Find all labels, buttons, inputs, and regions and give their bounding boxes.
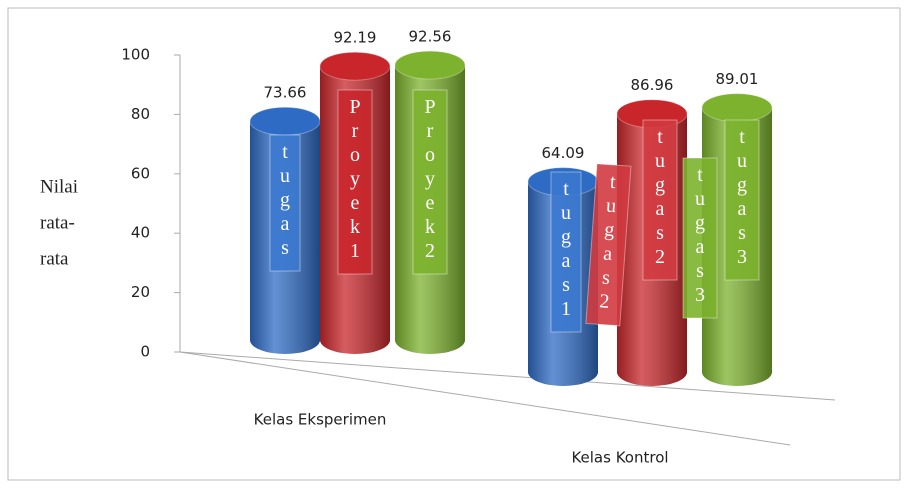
y-axis-label: rata- <box>40 212 75 233</box>
text-box-bg <box>682 157 718 319</box>
text-box-bg <box>724 119 760 281</box>
x-tick-label: Kelas Kontrol <box>571 449 668 467</box>
y-tick-label: 40 <box>131 224 150 242</box>
text-box-bg <box>269 134 301 272</box>
x-tick-label: Kelas Eksperimen <box>254 411 387 429</box>
value-label: 73.66 <box>264 84 307 102</box>
y-tick-label: 80 <box>131 105 150 123</box>
text-box: tugas2 <box>585 163 632 327</box>
y-axis-label: rata <box>40 248 69 269</box>
text-box-bg <box>642 119 678 281</box>
value-label: 92.56 <box>409 28 452 46</box>
text-box-bg <box>585 163 632 327</box>
y-axis-label: Nilai <box>40 176 78 197</box>
y-tick-label: 100 <box>121 46 150 64</box>
text-box-bg <box>550 171 582 333</box>
value-label: 64.09 <box>542 144 585 162</box>
y-tick-label: 0 <box>140 343 150 361</box>
text-box-bg <box>337 89 373 275</box>
text-box-bg <box>412 89 448 275</box>
annotation: tugas2 <box>599 170 619 312</box>
cylinder-top <box>701 93 773 123</box>
value-label: 89.01 <box>716 70 759 88</box>
y-tick-label: 20 <box>131 283 150 301</box>
cylinder-top <box>394 50 466 80</box>
floor-back <box>179 351 836 401</box>
value-label: 86.96 <box>631 76 674 94</box>
cylinder-top <box>249 106 321 136</box>
y-tick-label: 60 <box>131 164 150 182</box>
cylinder-top <box>319 51 391 81</box>
value-label: 92.19 <box>334 29 377 47</box>
floor-front <box>179 351 791 446</box>
